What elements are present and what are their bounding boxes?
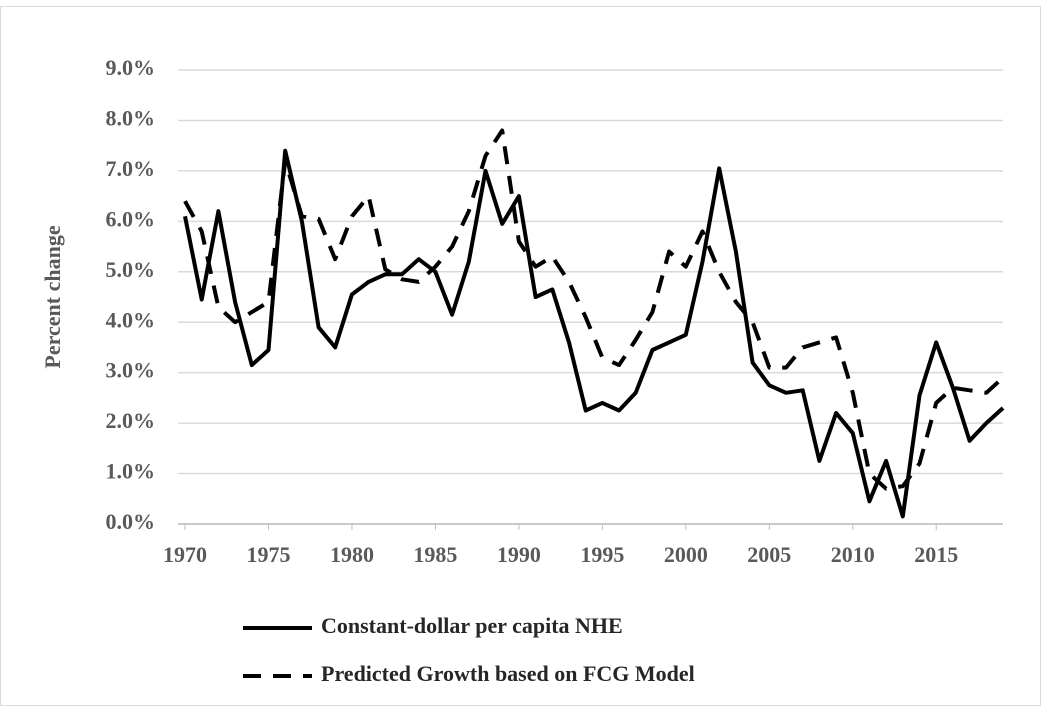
chart-border (0, 6, 1041, 706)
y-tick-label: 7.0% (106, 156, 156, 181)
x-tick-label: 1975 (246, 542, 290, 567)
y-tick-label: 6.0% (106, 206, 156, 231)
y-axis-title: Percent change (40, 225, 65, 368)
x-tick-label: 2005 (747, 542, 791, 567)
y-tick-label: 1.0% (106, 459, 156, 484)
y-tick-label: 3.0% (106, 358, 156, 383)
legend-label: Constant-dollar per capita NHE (321, 613, 623, 638)
x-tick-label: 2015 (914, 542, 958, 567)
y-tick-label: 4.0% (106, 307, 156, 332)
legend-label: Predicted Growth based on FCG Model (321, 661, 695, 686)
x-tick-label: 1985 (413, 542, 457, 567)
series-line (183, 128, 1005, 491)
x-tick-label: 1980 (330, 542, 374, 567)
y-tick-label: 2.0% (106, 408, 156, 433)
x-tick-label: 1990 (497, 542, 541, 567)
x-tick-label: 2000 (664, 542, 708, 567)
x-tick-label: 2010 (831, 542, 875, 567)
series-line (183, 148, 1005, 519)
y-tick-label: 0.0% (106, 509, 156, 534)
y-tick-label: 8.0% (106, 105, 156, 130)
x-tick-label: 1970 (163, 542, 207, 567)
y-tick-label: 5.0% (106, 257, 156, 282)
x-tick-label: 1995 (580, 542, 624, 567)
y-tick-label: 9.0% (106, 55, 156, 80)
